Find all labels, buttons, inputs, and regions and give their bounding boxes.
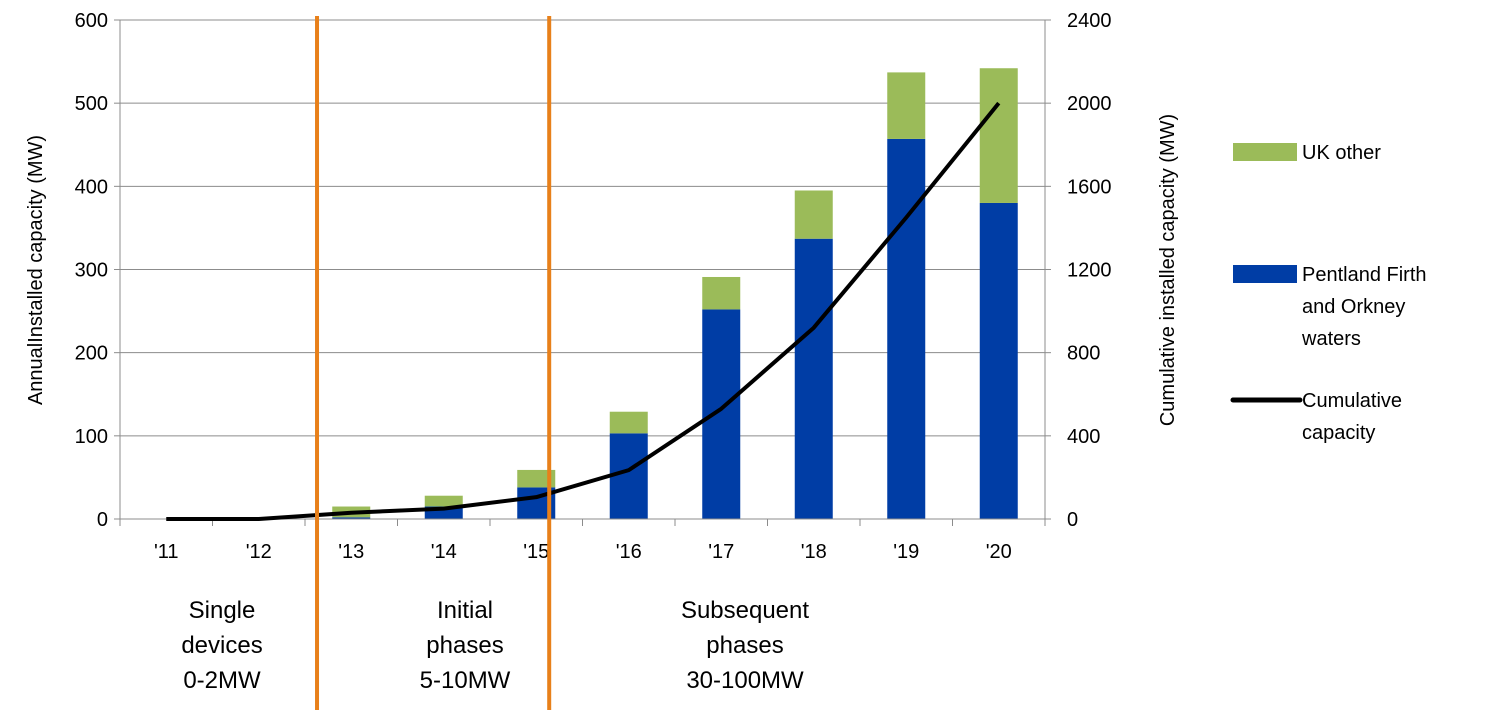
- left-tick-label: 0: [97, 509, 108, 531]
- phase-label-line: devices: [181, 632, 262, 659]
- bar-pentland-firth-and-orkney-waters-7: [794, 238, 833, 519]
- x-tick-label: '17: [708, 541, 734, 563]
- x-axis-ticks: '11 '12 '13 '14 '15 '16 '17 '18 '19 '20: [154, 541, 1012, 563]
- legend-swatch: [1233, 143, 1297, 161]
- x-tick-label: '12: [246, 541, 272, 563]
- phase-dividers: [315, 16, 552, 710]
- right-tick-label: 1200: [1067, 260, 1112, 282]
- right-axis-title: Cumulative installed capacity (MW): [1157, 114, 1179, 426]
- legend-label: and Orkney: [1302, 296, 1405, 318]
- x-tick-label: '19: [893, 541, 919, 563]
- bar-uk-other-6: [702, 276, 741, 310]
- left-tick-label: 400: [75, 176, 108, 198]
- bar-uk-other-5: [609, 411, 648, 434]
- phase-labels: Single devices 0-2MW Initial phases 5-10MW Sub…: [181, 597, 809, 694]
- bars: [332, 68, 1018, 519]
- bar-pentland-firth-and-orkney-waters-2: [332, 517, 371, 519]
- phase-label-line: phases: [706, 632, 783, 659]
- bar-pentland-firth-and-orkney-waters-5: [609, 433, 648, 519]
- left-tick-label: 300: [75, 260, 108, 282]
- right-tick-label: 2400: [1067, 10, 1112, 32]
- legend-swatch: [1233, 265, 1297, 283]
- left-tick-label: 500: [75, 93, 108, 115]
- legend: UK other Pentland Firth and Orkney waters Cu…: [1230, 142, 1427, 444]
- right-tick-label: 2000: [1067, 93, 1112, 115]
- right-tick-label: 1600: [1067, 176, 1112, 198]
- left-axis-title: AnnualInstalled capacity (MW): [25, 135, 47, 405]
- phase-label-line: phases: [426, 632, 503, 659]
- left-axis-ticks: 0 100 200 300 400 500 600: [75, 10, 120, 531]
- right-tick-label: 400: [1067, 426, 1100, 448]
- legend-label: waters: [1301, 328, 1361, 350]
- x-tick-label: '20: [986, 541, 1012, 563]
- x-tick-label: '16: [616, 541, 642, 563]
- left-tick-label: 600: [75, 10, 108, 32]
- phase-label-line: Subsequent: [681, 597, 809, 624]
- phase-label-line: 5-10MW: [420, 667, 511, 694]
- cumulative-line: [166, 101, 1001, 521]
- legend-label: Cumulative: [1302, 390, 1402, 412]
- bar-uk-other-8: [887, 72, 926, 139]
- right-tick-label: 800: [1067, 343, 1100, 365]
- legend-label: capacity: [1302, 422, 1375, 444]
- left-tick-label: 100: [75, 426, 108, 448]
- right-axis-ticks: 0 400 800 1200 1600 2000 2400: [1045, 10, 1112, 531]
- legend-label: Pentland Firth: [1302, 264, 1427, 286]
- right-tick-label: 0: [1067, 509, 1078, 531]
- bar-uk-other-4: [517, 469, 556, 488]
- phase-label-line: Single: [189, 597, 256, 624]
- bar-uk-other-3: [424, 495, 463, 507]
- legend-label: UK other: [1302, 142, 1381, 164]
- bar-pentland-firth-and-orkney-waters-8: [887, 138, 926, 519]
- x-tick-label: '14: [431, 541, 457, 563]
- cumulative-capacity-line: [166, 101, 1001, 521]
- bar-uk-other-7: [794, 190, 833, 239]
- left-tick-label: 200: [75, 343, 108, 365]
- x-tick-label: '11: [154, 541, 179, 563]
- x-tick-label: '18: [801, 541, 827, 563]
- x-tick-label: '15: [523, 541, 549, 563]
- phase-label-line: Initial: [437, 597, 493, 624]
- x-tick-label: '13: [338, 541, 364, 563]
- bar-uk-other-9: [979, 68, 1018, 203]
- bar-pentland-firth-and-orkney-waters-9: [979, 202, 1018, 519]
- bar-pentland-firth-and-orkney-waters-6: [702, 309, 741, 519]
- phase-label-line: 0-2MW: [183, 667, 261, 694]
- phase-label-line: 30-100MW: [686, 667, 804, 694]
